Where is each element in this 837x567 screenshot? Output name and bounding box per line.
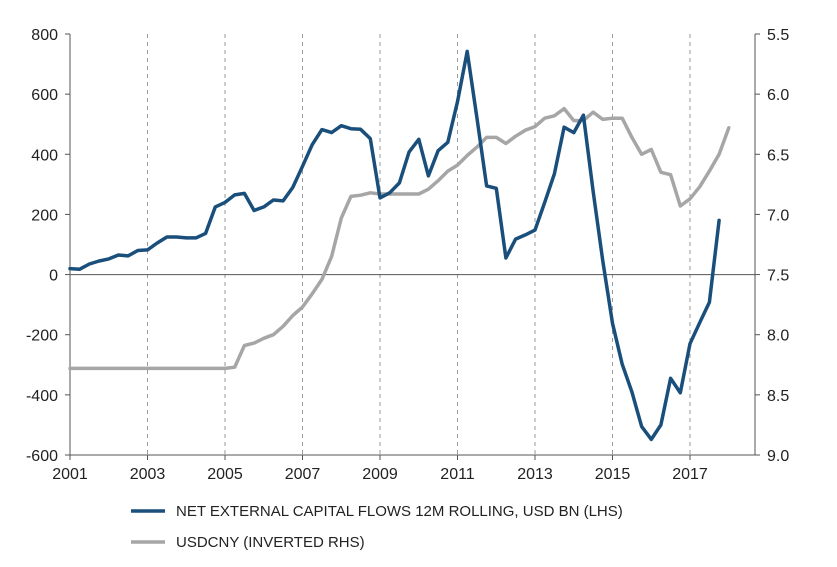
y-right-tick-label: 9.0 bbox=[767, 448, 789, 465]
net-capital-flows-line bbox=[68, 49, 721, 442]
y-right-tick-label: 6.0 bbox=[767, 87, 789, 104]
y-right-tick-label: 7.5 bbox=[767, 268, 789, 285]
y-right-tick-label: 8.5 bbox=[767, 388, 789, 405]
left-y-axis-ticks: 800 600 400 200 0 -200 -400 -600 bbox=[26, 27, 70, 465]
x-tick-label: 2007 bbox=[285, 466, 321, 483]
plot-frame bbox=[69, 34, 756, 456]
usdcny-line bbox=[68, 106, 731, 371]
y-left-tick-label: 200 bbox=[31, 207, 58, 224]
y-left-tick-label: -200 bbox=[26, 328, 58, 345]
y-left-tick-label: 800 bbox=[31, 27, 58, 44]
legend: NET EXTERNAL CAPITAL FLOWS 12M ROLLING, … bbox=[131, 503, 623, 551]
x-tick-label: 2005 bbox=[207, 466, 243, 483]
right-y-axis-ticks: 5.5 6.0 6.5 7.0 7.5 8.0 8.5 9.0 bbox=[755, 27, 789, 465]
x-tick-label: 2003 bbox=[130, 466, 166, 483]
x-tick-label: 2013 bbox=[517, 466, 553, 483]
x-tick-label: 2017 bbox=[672, 466, 708, 483]
x-tick-label: 2015 bbox=[595, 466, 631, 483]
x-tick-label: 2001 bbox=[52, 466, 88, 483]
y-right-tick-label: 7.0 bbox=[767, 207, 789, 224]
x-tick-label: 2011 bbox=[440, 466, 475, 483]
legend-label-flows: NET EXTERNAL CAPITAL FLOWS 12M ROLLING, … bbox=[176, 503, 623, 520]
series-lines bbox=[68, 49, 731, 442]
y-right-tick-label: 5.5 bbox=[767, 27, 789, 44]
y-left-tick-label: -600 bbox=[26, 448, 58, 465]
vertical-gridlines bbox=[147, 34, 691, 455]
y-right-tick-label: 6.5 bbox=[767, 147, 789, 164]
legend-label-usdcny: USDCNY (INVERTED RHS) bbox=[176, 534, 365, 551]
y-left-tick-label: 0 bbox=[49, 268, 58, 285]
y-left-tick-label: 600 bbox=[31, 87, 58, 104]
y-right-tick-label: 8.0 bbox=[767, 328, 789, 345]
x-axis-ticks: 2001 2003 2005 2007 2009 2011 2013 2015 2017 bbox=[52, 455, 708, 483]
y-left-tick-label: 400 bbox=[31, 147, 58, 164]
x-tick-label: 2009 bbox=[362, 466, 398, 483]
y-left-tick-label: -400 bbox=[26, 388, 58, 405]
